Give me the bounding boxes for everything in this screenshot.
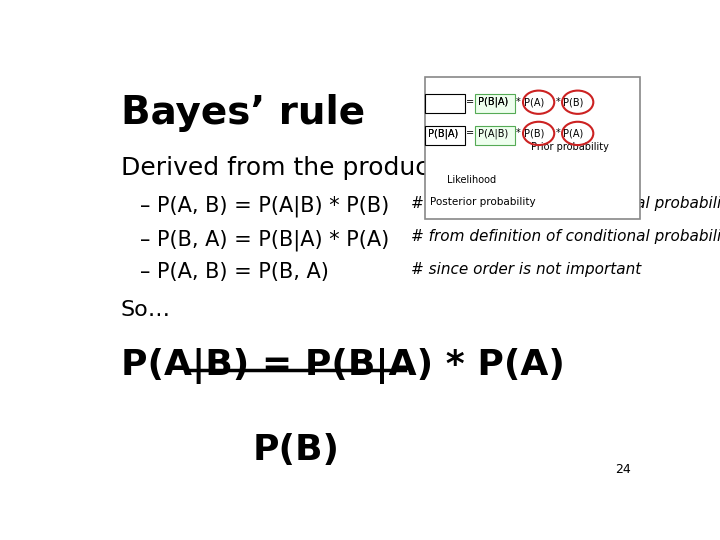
Text: Bayes’ rule: Bayes’ rule bbox=[121, 94, 365, 132]
Text: P(A|B): P(A|B) bbox=[428, 97, 458, 107]
Text: =: = bbox=[466, 97, 474, 107]
Text: =: = bbox=[466, 129, 474, 138]
Text: Likelihood: Likelihood bbox=[447, 175, 496, 185]
Text: P(B): P(B) bbox=[563, 97, 583, 107]
Text: *: * bbox=[555, 129, 560, 138]
Text: P(B|A): P(B|A) bbox=[478, 97, 508, 107]
Text: P(B|A): P(B|A) bbox=[428, 128, 458, 139]
Text: P(A|B): P(A|B) bbox=[478, 128, 508, 139]
Text: P(B): P(B) bbox=[524, 129, 544, 138]
Text: – P(A, B) = P(A|B) * P(B): – P(A, B) = P(A|B) * P(B) bbox=[140, 196, 390, 217]
Text: # since order is not important: # since order is not important bbox=[411, 262, 641, 278]
Text: *: * bbox=[516, 97, 521, 107]
Text: P(B): P(B) bbox=[253, 433, 340, 467]
Text: Prior probability: Prior probability bbox=[531, 142, 608, 152]
Text: Derived from the product rule:: Derived from the product rule: bbox=[121, 156, 503, 180]
Text: P(B|A): P(B|A) bbox=[478, 97, 508, 107]
FancyBboxPatch shape bbox=[425, 125, 465, 145]
Text: Posterior probability: Posterior probability bbox=[431, 197, 536, 207]
Text: P(A): P(A) bbox=[563, 129, 583, 138]
Text: P(B|A): P(B|A) bbox=[428, 128, 458, 139]
Text: # from definition of conditional probability: # from definition of conditional probabi… bbox=[411, 229, 720, 244]
Text: 24: 24 bbox=[616, 463, 631, 476]
Text: *: * bbox=[555, 97, 560, 107]
FancyBboxPatch shape bbox=[475, 125, 516, 145]
Text: # from definition of conditional probability: # from definition of conditional probabi… bbox=[411, 196, 720, 211]
Text: P(A|B) = P(B|A) * P(A): P(A|B) = P(B|A) * P(A) bbox=[121, 348, 564, 383]
FancyBboxPatch shape bbox=[425, 77, 639, 219]
FancyBboxPatch shape bbox=[425, 94, 465, 113]
Text: *: * bbox=[516, 129, 521, 138]
Text: So…: So… bbox=[121, 300, 171, 320]
Text: – P(A, B) = P(B, A): – P(A, B) = P(B, A) bbox=[140, 262, 329, 282]
Text: P(A): P(A) bbox=[524, 97, 544, 107]
Text: – P(B, A) = P(B|A) * P(A): – P(B, A) = P(B|A) * P(A) bbox=[140, 229, 390, 251]
FancyBboxPatch shape bbox=[475, 94, 516, 113]
